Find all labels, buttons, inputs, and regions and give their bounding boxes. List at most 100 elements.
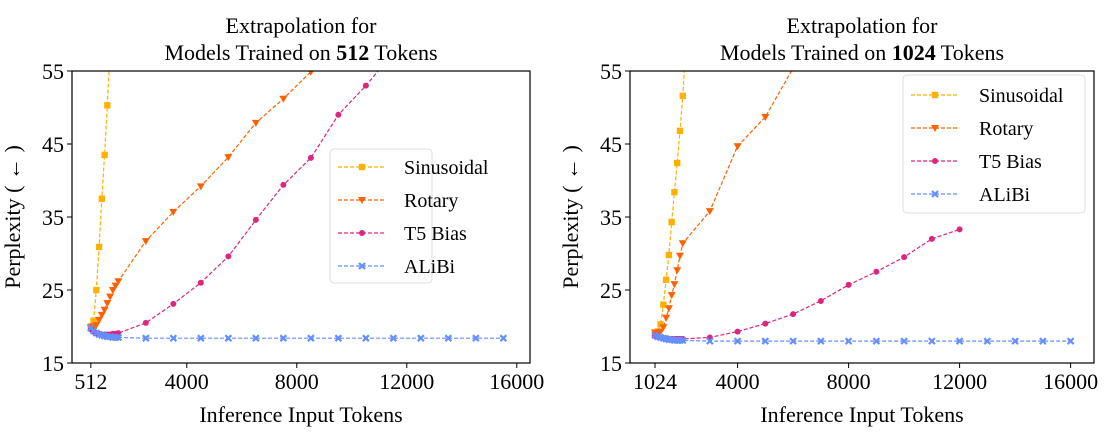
legend-marker: [932, 158, 938, 164]
data-point: [335, 111, 342, 118]
data-point: [682, 46, 688, 52]
data-point: [656, 328, 665, 336]
series-alibi: [87, 324, 508, 342]
data-point: [169, 208, 178, 216]
x-tick-label: 16000: [489, 369, 544, 394]
data-point: [308, 71, 314, 76]
data-point: [169, 334, 178, 342]
y-tick-label: 45: [42, 132, 64, 157]
x-tick-label: 16000: [1043, 369, 1098, 394]
y-tick-label: 15: [42, 351, 64, 376]
data-point: [197, 334, 205, 342]
legend-entry: Sinusoidal: [338, 157, 489, 179]
legend-marker: [931, 125, 939, 132]
series-line: [90, 71, 110, 327]
data-point: [280, 181, 287, 188]
data-point: [873, 268, 880, 275]
data-point: [817, 337, 825, 345]
data-point: [444, 334, 453, 342]
data-point: [1066, 337, 1075, 345]
y-tick-label: 35: [600, 205, 622, 230]
data-point: [659, 324, 668, 332]
legend-label: Sinusoidal: [404, 157, 489, 179]
data-point: [679, 92, 686, 100]
data-point: [142, 334, 150, 342]
data-point: [664, 305, 673, 313]
legend-marker: [358, 197, 366, 204]
data-point: [141, 238, 150, 246]
legend-entry: T5 Bias: [338, 223, 467, 245]
data-point: [114, 278, 123, 286]
data-point: [673, 267, 682, 275]
data-point: [499, 334, 508, 342]
x-axis-label: Inference Input Tokens: [199, 402, 402, 427]
data-point: [142, 319, 149, 326]
y-tick-label: 15: [600, 351, 622, 376]
data-point: [900, 337, 908, 345]
data-point: [678, 336, 687, 345]
data-point: [983, 337, 992, 345]
data-point: [1039, 337, 1047, 345]
legend-label: T5 Bias: [979, 151, 1042, 173]
data-point: [662, 276, 670, 283]
y-axis-label: Perplexity ( ← ): [558, 145, 583, 289]
data-point: [734, 328, 741, 335]
legend-entry: Sinusoidal: [911, 85, 1064, 107]
title-suffix: Tokens: [369, 40, 437, 65]
data-point: [389, 334, 398, 342]
title-prefix: Models Trained on: [164, 40, 336, 65]
data-point: [93, 286, 100, 294]
title-prefix: Models Trained on: [720, 40, 892, 65]
data-point: [472, 334, 480, 342]
data-point: [665, 251, 673, 259]
data-point: [362, 334, 370, 342]
y-tick-label: 25: [42, 278, 64, 303]
series-line: [654, 71, 685, 335]
data-point: [668, 218, 675, 226]
data-point: [279, 95, 288, 103]
data-point: [251, 119, 260, 127]
y-tick-label: 35: [42, 205, 64, 230]
data-point: [789, 337, 797, 345]
data-point: [706, 337, 714, 345]
legend-marker: [359, 230, 365, 236]
data-point: [107, 46, 113, 52]
data-point: [224, 334, 233, 342]
data-point: [955, 337, 964, 345]
x-tick-label: 8000: [827, 369, 871, 394]
data-point: [678, 240, 687, 248]
y-axis-label: Perplexity ( ← ): [0, 145, 25, 289]
title-suffix: Tokens: [936, 40, 1004, 65]
data-point: [417, 334, 425, 342]
data-point: [928, 337, 936, 345]
data-point: [817, 297, 824, 304]
data-point: [111, 282, 120, 290]
legend: Sinusoidal Rotary T5 Bias ALiBi: [902, 74, 1086, 214]
title-bold: 512: [336, 40, 369, 65]
legend-marker: [358, 262, 366, 270]
legend-label: T5 Bias: [404, 223, 467, 245]
data-point: [252, 334, 260, 342]
data-point: [252, 216, 259, 223]
chart-title-line1: Extrapolation for: [787, 13, 939, 38]
axes-frame: [71, 70, 531, 364]
data-point: [675, 252, 684, 260]
data-point: [279, 334, 288, 342]
legend-frame: [902, 74, 1086, 214]
x-tick-label: 4000: [716, 369, 760, 394]
series-alibi: [651, 331, 1075, 345]
series-line: [654, 71, 793, 334]
data-point: [307, 154, 314, 161]
data-point: [790, 311, 797, 318]
data-point: [307, 334, 315, 342]
data-point: [705, 208, 714, 216]
chart-title-line1: Extrapolation for: [226, 13, 378, 38]
data-point: [114, 333, 123, 342]
data-point: [762, 320, 769, 327]
data-point: [1011, 337, 1019, 345]
series-line: [654, 228, 960, 340]
x-tick-label: 4000: [165, 369, 209, 394]
data-point: [845, 281, 852, 288]
x-tick-label: 1024: [633, 369, 677, 394]
legend-entry: Rotary: [911, 118, 1033, 140]
